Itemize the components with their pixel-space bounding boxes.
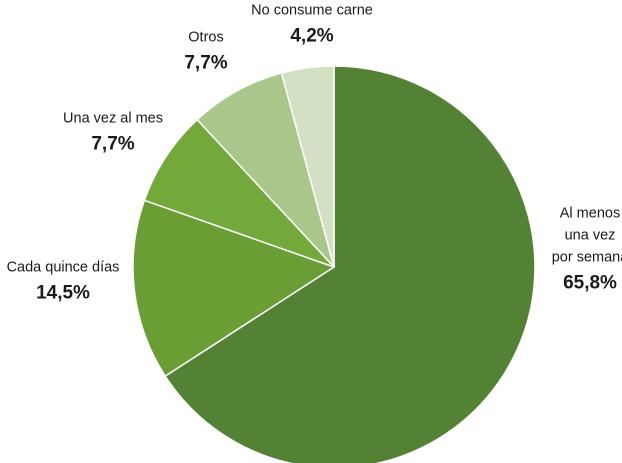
slice-value-al-menos-una-vez-por-semana: 65,8%	[563, 273, 617, 294]
slice-label-al-menos-una-vez-por-semana: una vez	[565, 228, 616, 244]
pie-slices	[133, 66, 535, 463]
slice-value-una-vez-al-mes: 7,7%	[91, 134, 134, 155]
slice-label-al-menos-una-vez-por-semana: Al menos	[560, 206, 620, 222]
slice-label-una-vez-al-mes: Una vez al mes	[63, 111, 163, 127]
slice-value-otros: 7,7%	[184, 53, 227, 74]
slice-label-no-consume-carne: No consume carne	[251, 3, 373, 19]
slice-label-al-menos-una-vez-por-semana: por semana	[552, 250, 622, 266]
slice-label-cada-quince-dias: Cada quince días	[7, 260, 120, 276]
slice-value-no-consume-carne: 4,2%	[290, 26, 333, 47]
slice-label-otros: Otros	[188, 30, 223, 46]
slice-value-cada-quince-dias: 14,5%	[36, 283, 90, 304]
